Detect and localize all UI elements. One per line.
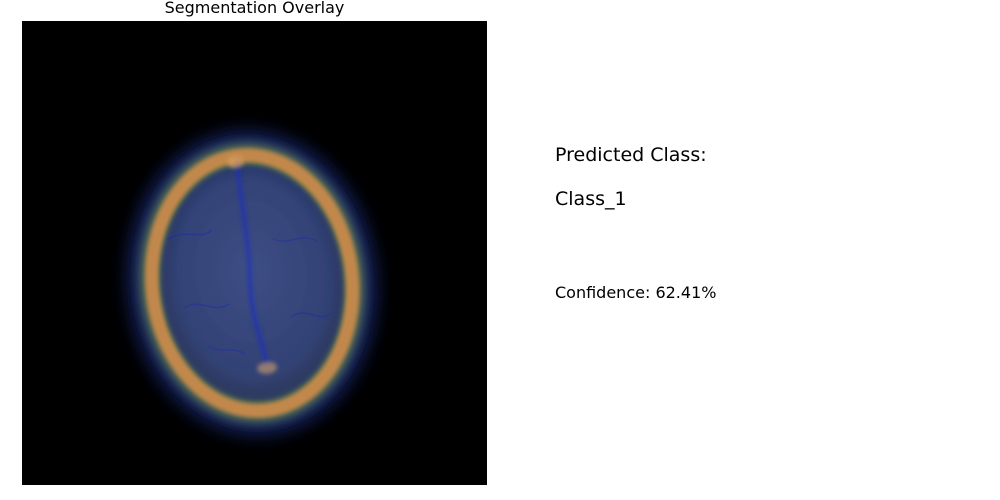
brain-scan-graphic	[22, 21, 487, 485]
overlay-title: Segmentation Overlay	[164, 0, 345, 17]
midline-fissure	[235, 159, 269, 366]
predicted-class-heading: Predicted Class:	[555, 144, 707, 166]
predicted-class-value: Class_1	[555, 188, 627, 210]
orange-ring	[144, 148, 360, 418]
prediction-panel: Predicted Class: Class_1 Confidence: 62.…	[555, 0, 975, 500]
confidence-text: Confidence: 62.41%	[555, 283, 717, 302]
segmentation-overlay-image	[22, 21, 487, 485]
